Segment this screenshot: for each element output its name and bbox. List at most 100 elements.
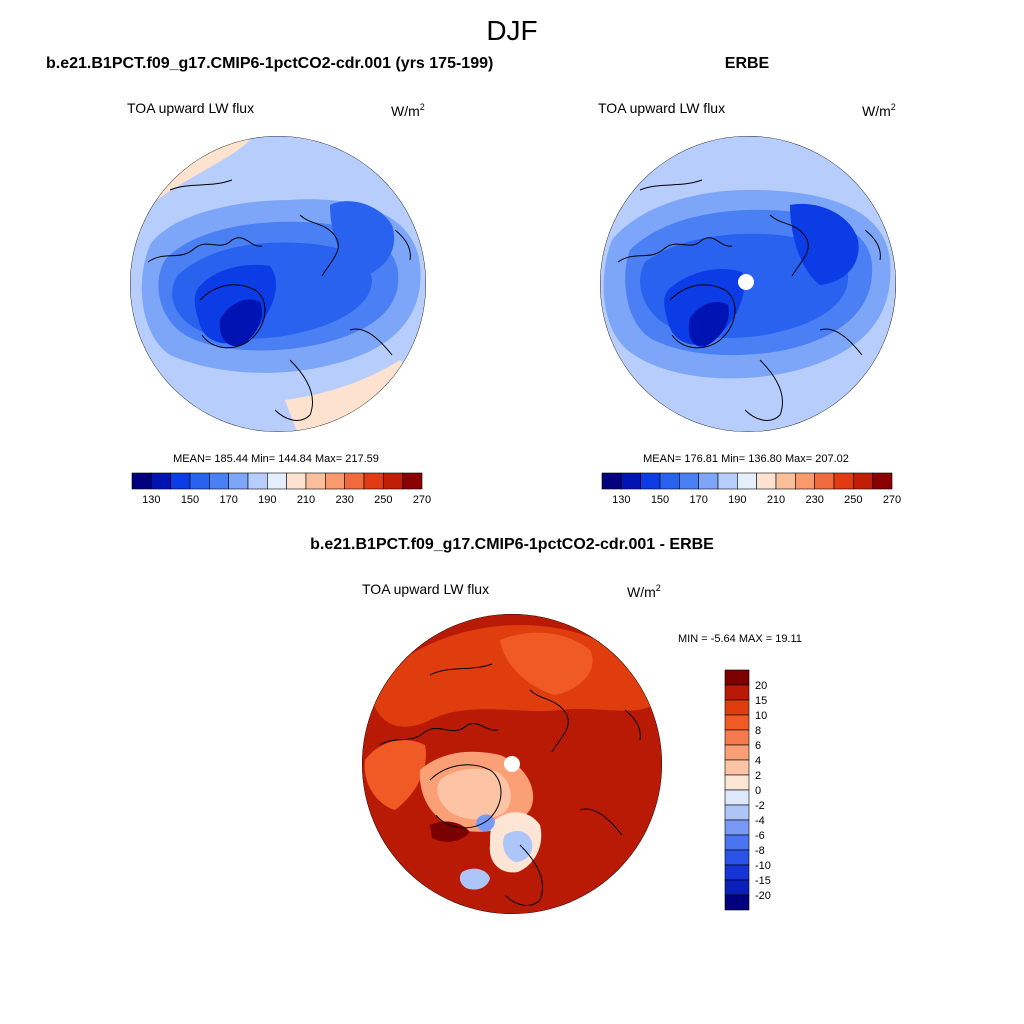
colorbar-tick-label: 20 xyxy=(755,680,767,692)
colorbar-swatch xyxy=(679,472,699,490)
colorbar-tick-label: 270 xyxy=(883,494,901,506)
colorbar-swatch xyxy=(795,472,815,490)
panel-diff-stats: MIN = -5.64 MAX = 19.11 xyxy=(678,633,802,645)
colorbar-swatch xyxy=(325,472,345,490)
colorbar-swatch xyxy=(775,472,796,490)
colorbar-tick-label: 6 xyxy=(755,740,761,752)
map-model-coastline xyxy=(147,179,411,421)
colorbar-tick-label: -8 xyxy=(755,845,765,857)
map-model-contour xyxy=(219,299,262,347)
colorbar-swatch xyxy=(640,472,661,490)
colorbar-tick-label: 230 xyxy=(805,494,823,506)
panel-erbe: ERBE TOA upward LW flux W/m2 MEAN= 176.8… xyxy=(598,55,901,506)
colorbar-swatch xyxy=(601,472,622,490)
colorbar-tick-label: 130 xyxy=(612,494,630,506)
colorbar-swatch xyxy=(724,789,750,806)
figure-title: DJF xyxy=(486,15,537,46)
map-diff-contour xyxy=(476,814,495,832)
panel-model: b.e21.B1PCT.f09_g17.CMIP6-1pctCO2-cdr.00… xyxy=(46,55,493,506)
colorbar-swatch xyxy=(151,472,171,490)
colorbar-tick-label: -2 xyxy=(755,800,765,812)
colorbar-swatch xyxy=(698,472,719,490)
colorbar-swatch xyxy=(344,472,365,490)
colorbar-tick-label: 230 xyxy=(335,494,353,506)
colorbar-swatch xyxy=(724,894,750,911)
colorbar-swatch xyxy=(737,472,757,490)
colorbar-tick-label: 130 xyxy=(142,494,160,506)
colorbar-tick-label: -10 xyxy=(755,860,771,872)
colorbar-tick-label: 0 xyxy=(755,785,761,797)
panel-model-stats: MEAN= 185.44 Min= 144.84 Max= 217.59 xyxy=(173,453,379,465)
map-model-warm-edge xyxy=(285,360,407,432)
colorbar-tick-label: -4 xyxy=(755,815,765,827)
colorbar-swatch xyxy=(724,774,750,791)
colorbar-swatch xyxy=(724,714,750,731)
colorbar-swatch xyxy=(724,849,750,866)
colorbar-tick-label: 10 xyxy=(755,710,767,722)
colorbar-swatch xyxy=(833,472,854,490)
map-erbe-contour xyxy=(688,301,729,347)
colorbar-tick-label: -6 xyxy=(755,830,765,842)
colorbar-tick-label: 190 xyxy=(728,494,746,506)
colorbar-tick-label: -15 xyxy=(755,875,771,887)
colorbar-swatch xyxy=(621,472,641,490)
map-diff-contour xyxy=(437,768,511,820)
colorbar-tick-label: 2 xyxy=(755,770,761,782)
colorbar-swatch xyxy=(756,472,777,490)
map-diff-coastline xyxy=(379,663,641,906)
colorbar-swatch xyxy=(659,472,680,490)
colorbar-swatch xyxy=(209,472,229,490)
panel-model-map xyxy=(130,136,426,432)
colorbar-swatch xyxy=(170,472,191,490)
colorbar-swatch xyxy=(724,834,750,851)
colorbar-tick-label: 170 xyxy=(689,494,707,506)
colorbar-swatch xyxy=(228,472,249,490)
panel-model-units: W/m2 xyxy=(391,102,425,119)
colorbar-swatch xyxy=(724,729,750,746)
map-erbe-contour xyxy=(790,203,859,285)
panel-erbe-map xyxy=(600,136,896,432)
colorbar-swatch xyxy=(131,472,152,490)
colorbar-tick-label: 250 xyxy=(844,494,862,506)
colorbar-swatch xyxy=(189,472,210,490)
colorbar-tick-label: 190 xyxy=(258,494,276,506)
colorbar-swatch xyxy=(724,684,750,701)
panel-erbe-subtitle: ERBE xyxy=(725,55,770,72)
colorbar-swatch xyxy=(402,472,423,490)
colorbar-swatch xyxy=(383,472,403,490)
colorbar-tick-label: 210 xyxy=(297,494,315,506)
map-diff-contour xyxy=(500,632,593,695)
colorbar-tick-label: -20 xyxy=(755,890,771,902)
panel-erbe-colorbar: 130 150 170 190 210 230 250 270 xyxy=(601,472,901,506)
panel-model-colorbar: 130 150 170 190 210 230 250 270 xyxy=(131,472,431,506)
colorbar-tick-label: 270 xyxy=(413,494,431,506)
colorbar-tick-label: 4 xyxy=(755,755,761,767)
colorbar-tick-label: 15 xyxy=(755,695,767,707)
colorbar-swatch xyxy=(724,864,750,881)
colorbar-swatch xyxy=(267,472,287,490)
colorbar-swatch xyxy=(247,472,268,490)
colorbar-swatch xyxy=(717,472,738,490)
colorbar-swatch xyxy=(724,819,750,836)
panel-diff: b.e21.B1PCT.f09_g17.CMIP6-1pctCO2-cdr.00… xyxy=(310,536,802,914)
colorbar-swatch xyxy=(724,669,750,686)
map-diff-missing-pole xyxy=(504,756,520,772)
colorbar-tick-label: 250 xyxy=(374,494,392,506)
map-diff-contour xyxy=(503,830,533,862)
colorbar-swatch xyxy=(305,472,326,490)
map-model-contour xyxy=(330,201,395,278)
panel-erbe-units: W/m2 xyxy=(862,102,896,119)
map-model-warm-edge xyxy=(150,139,250,205)
colorbar-tick-label: 210 xyxy=(767,494,785,506)
colorbar-swatch xyxy=(363,472,384,490)
colorbar-tick-label: 8 xyxy=(755,725,761,737)
colorbar-swatch xyxy=(853,472,873,490)
panel-erbe-stats: MEAN= 176.81 Min= 136.80 Max= 207.02 xyxy=(643,453,849,465)
panel-erbe-variable: TOA upward LW flux xyxy=(598,100,725,116)
colorbar-swatch xyxy=(724,879,750,896)
panel-model-subtitle: b.e21.B1PCT.f09_g17.CMIP6-1pctCO2-cdr.00… xyxy=(46,55,493,72)
panel-diff-subtitle: b.e21.B1PCT.f09_g17.CMIP6-1pctCO2-cdr.00… xyxy=(310,536,714,553)
colorbar-swatch xyxy=(286,472,307,490)
